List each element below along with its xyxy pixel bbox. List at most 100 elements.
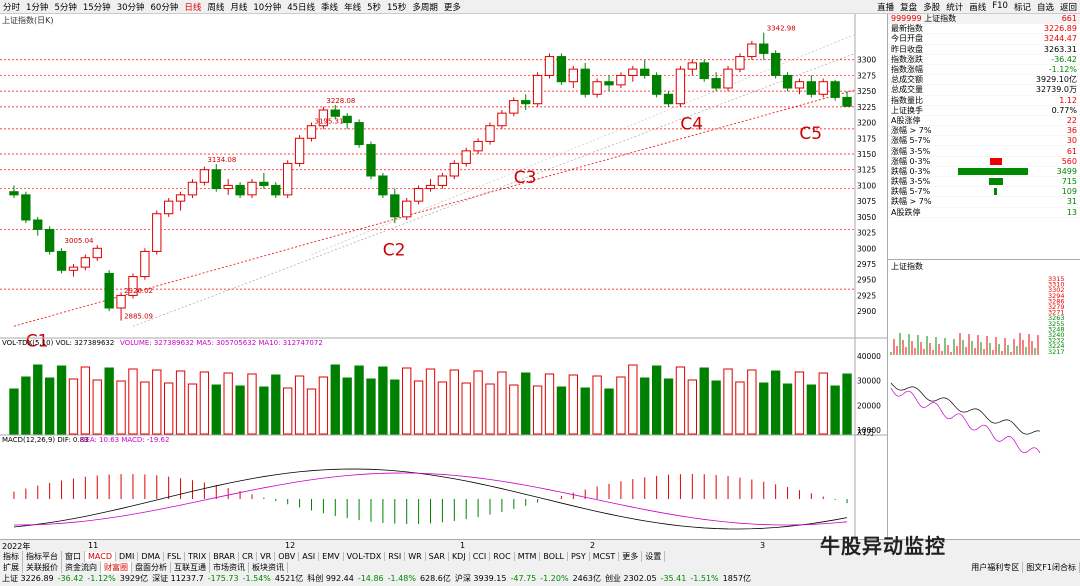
extension-tab[interactable]: 互联互通: [171, 562, 210, 573]
indicator-tab[interactable]: EMV: [319, 552, 344, 561]
status-value: -1.54%: [242, 574, 271, 583]
period-tab-1[interactable]: 1分钟: [26, 2, 49, 13]
indicator-tab[interactable]: 设置: [642, 551, 666, 562]
bottom-bar: 2022年 11 12 1 2 3 指标 指标平台 窗口 MACD DMI DMA FSL TRIX BR…: [0, 539, 1080, 586]
candle: [461, 150, 471, 164]
indicator-tab[interactable]: VOL-TDX: [344, 552, 386, 561]
y-tick-label: 3000: [857, 244, 876, 253]
toolbar-right-3[interactable]: 统计: [946, 2, 964, 13]
vol-tick: 30000: [857, 377, 881, 386]
period-tab-14[interactable]: 15秒: [387, 2, 407, 13]
volume-bar: [651, 365, 662, 435]
period-tab-8[interactable]: 月线: [230, 2, 248, 13]
volume-bar: [164, 382, 174, 435]
period-tab-6[interactable]: 日线: [184, 2, 202, 13]
toolbar-right-7[interactable]: 自选: [1036, 2, 1054, 13]
indicator-tab[interactable]: MCST: [590, 552, 620, 561]
indicator-tab[interactable]: BOLL: [540, 552, 568, 561]
indicator-tab[interactable]: FSL: [164, 552, 185, 561]
indicator-tab[interactable]: TRIX: [185, 552, 211, 561]
toolbar-right-2[interactable]: 多股: [923, 2, 941, 13]
candle: [152, 213, 162, 252]
indicator-tab[interactable]: 指标: [0, 551, 23, 562]
period-tab-9[interactable]: 10分钟: [253, 2, 282, 13]
volume-bar: [485, 383, 495, 435]
intraday-mini-chart[interactable]: 上证指数 3315 3310 3302 3294 3286 3279 3271 3263 325…: [887, 259, 1080, 539]
indicator-tab[interactable]: RSI: [385, 552, 406, 561]
info-row: 昨日收盘 3263.31: [888, 45, 1080, 55]
indicator-tab[interactable]: 窗口: [62, 551, 85, 562]
indicator-tab[interactable]: MACD: [85, 552, 116, 561]
period-tab-16[interactable]: 更多: [443, 2, 461, 13]
period-tab-15[interactable]: 多周期: [412, 2, 438, 13]
volume-bar: [223, 372, 233, 435]
volume-bar: [437, 381, 448, 435]
period-tab-7[interactable]: 周线: [207, 2, 225, 13]
info-row: 今日开盘 3244.47: [888, 34, 1080, 45]
volume-bar: [306, 388, 317, 435]
indicator-tab[interactable]: BRAR: [210, 552, 240, 561]
period-tab-10[interactable]: 45日线: [287, 2, 316, 13]
period-tab-11[interactable]: 季线: [321, 2, 339, 13]
mini-price-tick: 3310: [1048, 281, 1065, 289]
mini-title: 上证指数: [891, 262, 923, 271]
period-tab-5[interactable]: 60分钟: [150, 2, 179, 13]
toolbar-right-8[interactable]: 返回: [1059, 2, 1077, 13]
toolbar-right-4[interactable]: 画线: [969, 2, 987, 13]
extension-tab[interactable]: 资金流向: [62, 562, 101, 573]
indicator-tab[interactable]: CR: [239, 552, 258, 561]
toolbar-right-0[interactable]: 直播: [877, 2, 895, 13]
indicator-tab[interactable]: KDJ: [449, 552, 470, 561]
toolbar-right-1[interactable]: 复盘: [900, 2, 918, 13]
info-row: 涨幅 3-5% 61: [888, 146, 1080, 157]
indicator-tab[interactable]: CCI: [470, 552, 491, 561]
toolbar-right-6[interactable]: 标记: [1013, 2, 1031, 13]
period-tab-13[interactable]: 5秒: [367, 2, 381, 13]
extension-tab[interactable]: 财富圈: [101, 562, 132, 573]
status-value: -1.20%: [540, 574, 569, 583]
indicator-tab[interactable]: DMI: [116, 552, 139, 561]
volume-bar: [711, 380, 721, 435]
extension-tab[interactable]: 盘面分析: [132, 562, 171, 573]
volume-bar: [271, 374, 281, 435]
indicator-tab[interactable]: ROC: [490, 552, 515, 561]
period-tab-12[interactable]: 年线: [344, 2, 362, 13]
extension-tab[interactable]: 扩展: [0, 562, 23, 573]
candle: [794, 81, 805, 89]
kline-chart[interactable]: 2900 2925 2950 2975 3000 3025 3050 3075 3100 3125…: [0, 14, 887, 539]
toolbar-right-5[interactable]: F10: [992, 0, 1008, 11]
right-tab[interactable]: 用户福利专区: [968, 562, 1024, 573]
volume-bar: [402, 367, 412, 435]
indicator-tab[interactable]: DMA: [138, 552, 164, 561]
extension-tab[interactable]: 关联报价: [23, 562, 62, 573]
price-mark: 3134.08: [207, 156, 236, 164]
indicator-tab[interactable]: WR: [405, 552, 426, 561]
candle: [651, 74, 662, 95]
candle: [9, 191, 19, 196]
indicator-tab[interactable]: 指标平台: [23, 551, 62, 562]
indicator-tab[interactable]: OBV: [275, 552, 300, 561]
period-tab-2[interactable]: 5分钟: [54, 2, 77, 13]
wave-label: C3: [514, 168, 537, 188]
period-tab-4[interactable]: 30分钟: [116, 2, 145, 13]
period-tab-0[interactable]: 分时: [3, 2, 21, 13]
wave-label: C2: [383, 240, 406, 260]
status-value: 628.6亿: [419, 574, 451, 583]
date-label: 1: [460, 541, 466, 550]
right-tab[interactable]: 图文F1闭合标: [1023, 562, 1080, 573]
macd-label: MACD(12,26,9) DIF: 0.83: [2, 436, 89, 444]
indicator-tab[interactable]: SAR: [426, 552, 449, 561]
indicator-tab[interactable]: MTM: [515, 552, 541, 561]
indicator-tab[interactable]: 更多: [619, 551, 643, 562]
indicator-tab[interactable]: ASI: [299, 552, 320, 561]
vol-unit: X1万: [857, 428, 875, 437]
indicator-tab[interactable]: VR: [257, 552, 276, 561]
extension-tab[interactable]: 板块资讯: [249, 562, 288, 573]
candle: [199, 169, 210, 183]
indicator-tab[interactable]: PSY: [568, 552, 590, 561]
volume-bar: [592, 375, 602, 435]
candle: [390, 194, 400, 218]
extension-tab[interactable]: 市场资讯: [210, 562, 249, 573]
period-tab-3[interactable]: 15分钟: [82, 2, 111, 13]
y-tick-label: 3025: [857, 229, 876, 238]
